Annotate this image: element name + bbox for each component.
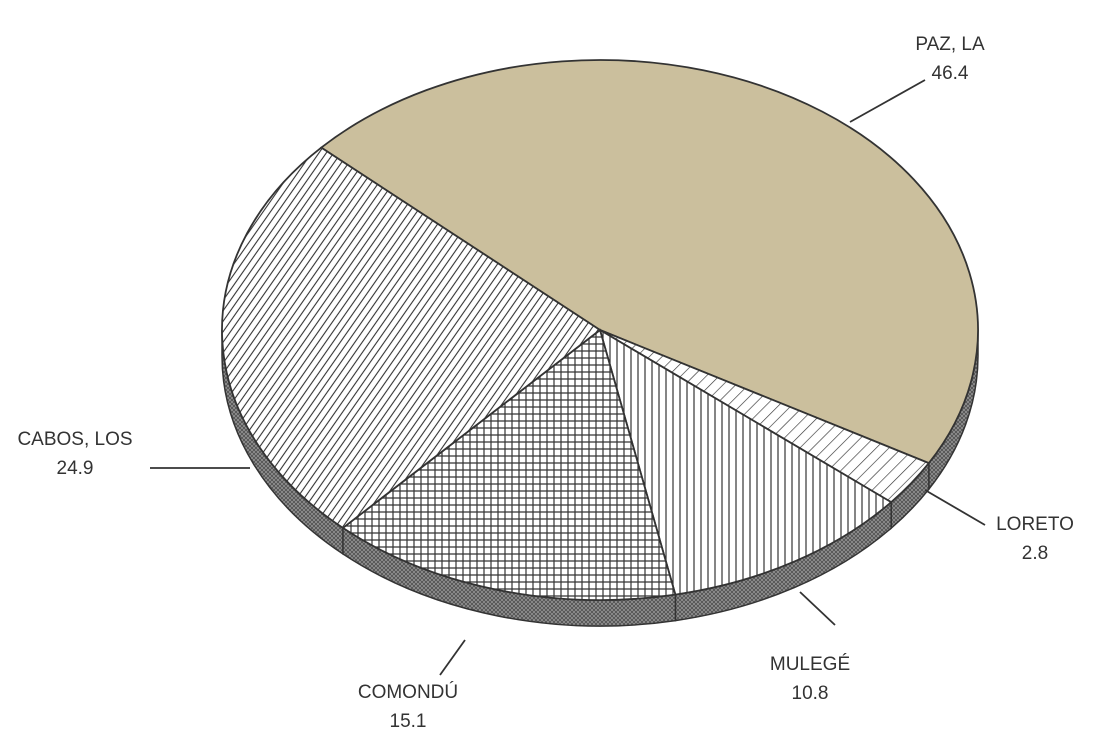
pie-slice-outline	[221, 146, 602, 530]
slice-label: COMONDÚ	[358, 681, 458, 703]
pie-slice-hatch	[342, 330, 676, 600]
pie-slice-hatch	[600, 330, 929, 503]
slice-label: MULEGÉ	[770, 654, 850, 675]
pie-slice-outline	[341, 328, 677, 601]
slice-value: 15.1	[390, 711, 427, 732]
slice-label: LORETO	[996, 514, 1074, 535]
pie-slice-outline	[598, 328, 893, 596]
leader-line	[799, 591, 836, 626]
pie-slice	[321, 59, 979, 464]
slice-value: 10.8	[792, 683, 829, 704]
slice-value: 2.8	[1022, 543, 1048, 564]
leader-line	[439, 639, 466, 676]
leader-line	[924, 489, 986, 526]
slice-value: 46.4	[932, 63, 969, 84]
pie-slice-hatch	[221, 147, 601, 528]
leader-line	[849, 79, 926, 123]
pie-slice-outline	[319, 59, 979, 465]
pie-slice-hatch	[600, 330, 892, 595]
slice-label: CABOS, LOS	[17, 429, 132, 450]
slice-value: 24.9	[57, 458, 94, 479]
slice-label: PAZ, LA	[915, 34, 985, 55]
